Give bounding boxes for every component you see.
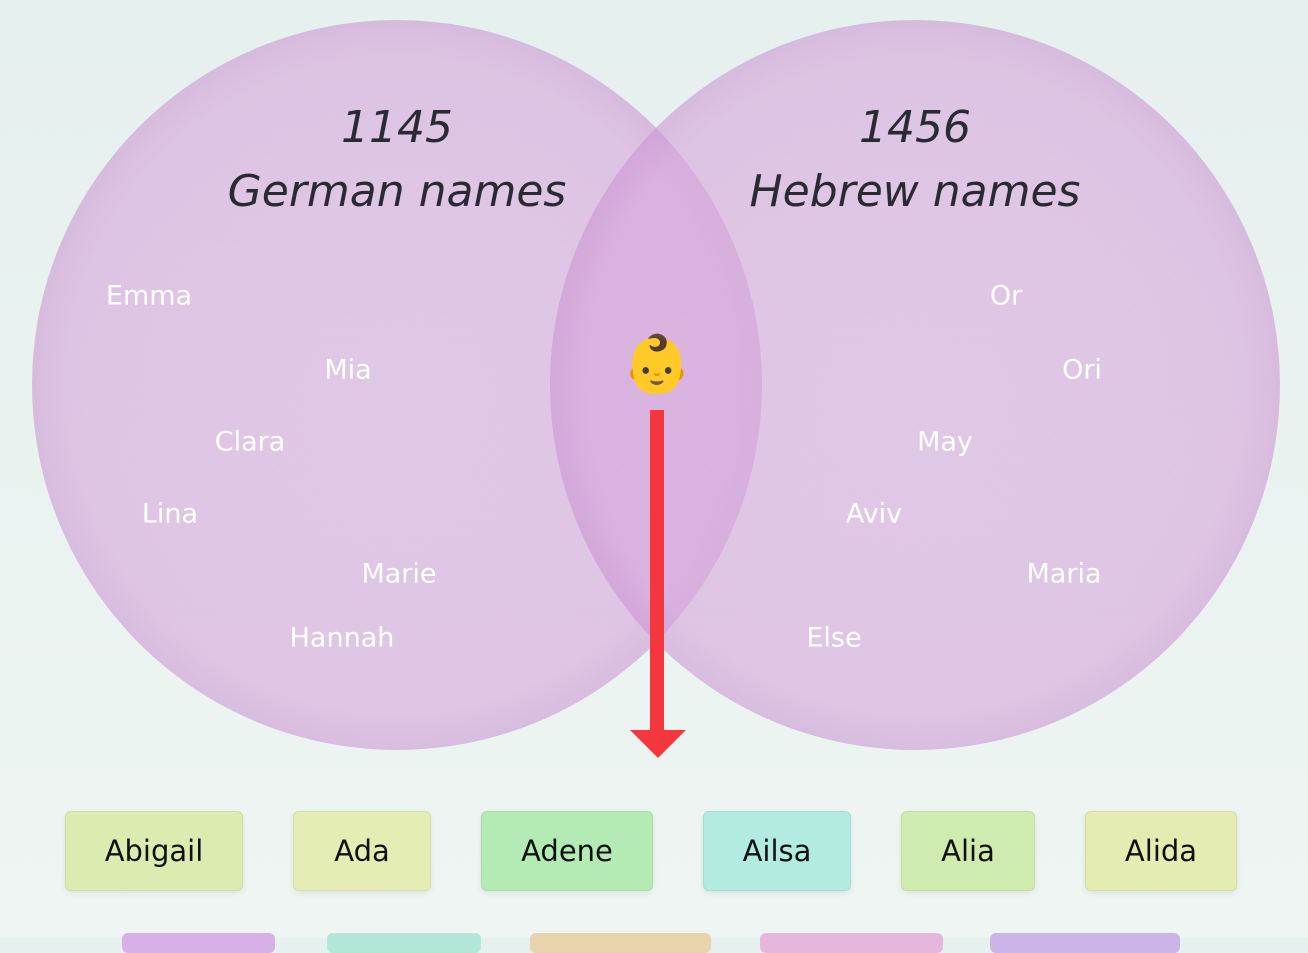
name-label[interactable]: May <box>917 427 973 458</box>
name-label[interactable]: Else <box>806 623 861 654</box>
button-stub[interactable] <box>990 933 1180 953</box>
baby-icon[interactable]: 👶 <box>622 332 692 397</box>
button-stub[interactable] <box>530 933 711 953</box>
name-label[interactable]: Hannah <box>290 623 395 654</box>
name-label[interactable]: Ori <box>1062 355 1102 386</box>
right-circle[interactable] <box>550 20 1280 750</box>
name-label[interactable]: Or <box>990 281 1023 312</box>
left-count: 1145 <box>341 102 453 153</box>
name-button[interactable]: Alida <box>1085 811 1237 891</box>
button-stub[interactable] <box>327 933 481 953</box>
button-stub[interactable] <box>122 933 275 953</box>
left-label: German names <box>228 166 567 217</box>
button-stub[interactable] <box>760 933 943 953</box>
name-label[interactable]: Clara <box>215 427 286 458</box>
name-button[interactable]: Abigail <box>65 811 243 891</box>
name-label[interactable]: Aviv <box>846 499 902 530</box>
right-count: 1456 <box>859 102 971 153</box>
name-label[interactable]: Emma <box>106 281 192 312</box>
name-button[interactable]: Alia <box>901 811 1035 891</box>
arrow-head <box>630 730 686 758</box>
right-label: Hebrew names <box>750 166 1081 217</box>
name-button[interactable]: Ada <box>293 811 431 891</box>
arrow-shaft <box>650 410 664 732</box>
name-button[interactable]: Adene <box>481 811 653 891</box>
name-label[interactable]: Mia <box>324 355 371 386</box>
name-label[interactable]: Lina <box>142 499 198 530</box>
left-circle[interactable] <box>32 20 762 750</box>
name-label[interactable]: Marie <box>361 559 436 590</box>
name-button[interactable]: Ailsa <box>703 811 851 891</box>
name-label[interactable]: Maria <box>1027 559 1102 590</box>
